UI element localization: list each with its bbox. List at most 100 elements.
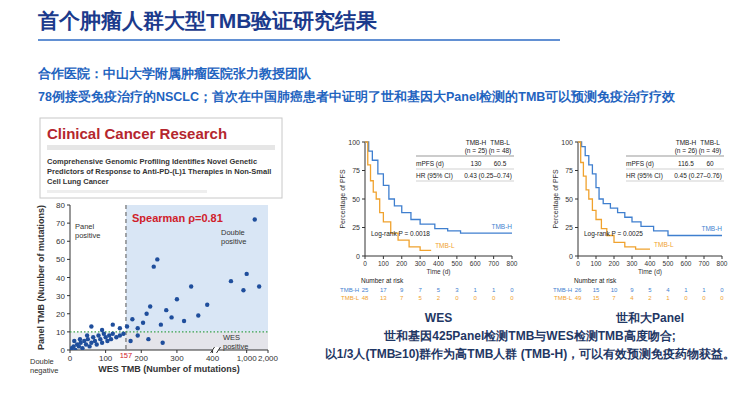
region-wes-positive <box>126 332 268 350</box>
y-tick <box>67 331 70 332</box>
y-label: Panel TMB (Number of mutations) <box>36 205 46 350</box>
stats-rule <box>416 181 514 182</box>
risk-value: 0 <box>684 295 688 301</box>
risk-value: 1 <box>666 295 670 301</box>
km-curve <box>578 142 650 249</box>
y-tick <box>67 259 70 260</box>
region-label-line: Double <box>30 357 54 366</box>
x-tick-label: 2,000 <box>258 354 279 363</box>
risk-value: 1 <box>492 287 496 293</box>
km-curve <box>365 142 512 233</box>
stats-row-label: HR (95% CI) <box>416 172 453 180</box>
risk-value: 0 <box>702 295 706 301</box>
point <box>121 331 125 335</box>
x-tick-label: 1,000 <box>237 354 258 363</box>
points <box>70 217 261 350</box>
series-label: TMB-H <box>491 223 512 230</box>
y-tick <box>362 227 365 228</box>
x-tick-label: 700 <box>699 260 710 267</box>
x-tick-label: 800 <box>717 260 728 267</box>
risk-value: 0 <box>455 295 459 301</box>
x-tick <box>141 350 142 353</box>
risk-value: 10 <box>611 287 618 293</box>
point <box>155 257 159 261</box>
x-tick-label: 200 <box>609 260 620 267</box>
region-label: Panelpositive <box>75 222 100 240</box>
slide: 首个肿瘤人群大型TMB验证研究结果合作医院：中山大学附属肿瘤医院张力教授团队78… <box>0 0 752 395</box>
point <box>164 308 168 312</box>
x-tick-label: 0 <box>576 260 580 267</box>
stats-rule <box>626 156 724 157</box>
point <box>229 279 233 283</box>
risk-value: 7 <box>400 295 404 301</box>
annotation: Log-rank P = 0.0018 <box>371 230 430 238</box>
risk-value: 4 <box>630 295 634 301</box>
conclusion: 以1/3人(TMB≥10)群作为高TMB人群 (TMB-H)，可以有效预测免疫药… <box>325 347 736 361</box>
x-tick <box>70 350 71 353</box>
region-label-line: negative <box>30 366 58 375</box>
point <box>136 333 140 337</box>
y-tick-label: 50 <box>56 255 65 264</box>
risk-value: 9 <box>630 287 634 293</box>
point <box>80 346 84 350</box>
annotation: Spearman ρ=0.81 <box>132 212 223 224</box>
x-tick-label: 500 <box>663 260 674 267</box>
x-tick-label: 700 <box>488 260 499 267</box>
region-label-line: Panel <box>75 222 95 231</box>
y-tick <box>575 227 578 228</box>
x-tick-label: 600 <box>681 260 692 267</box>
y-tick-label: 20 <box>56 310 65 319</box>
x-tick-label: 300 <box>170 354 184 363</box>
x-tick-label: 500 <box>451 260 462 267</box>
x-tick <box>420 256 421 259</box>
risk-value: 48 <box>362 295 369 301</box>
y-tick <box>575 170 578 171</box>
x-tick <box>176 350 177 353</box>
risk-value: 26 <box>575 287 582 293</box>
y-tick-label: 30 <box>56 292 65 301</box>
point <box>189 284 193 288</box>
stats-rule <box>626 181 724 182</box>
x-tick <box>722 256 723 259</box>
point <box>128 339 132 343</box>
x-tick-label: 400 <box>433 260 444 267</box>
stats-row-label: mPFS (d) <box>416 160 444 168</box>
x-tick-label: 100 <box>99 354 113 363</box>
point <box>86 337 90 341</box>
article-title-line: Comprehensive Genomic Profiling Identifi… <box>47 157 257 166</box>
stats-rule <box>416 169 514 170</box>
x-tick-label: 200 <box>396 260 407 267</box>
x-tick <box>686 256 687 259</box>
stats-header: TMB-H <box>676 139 697 146</box>
y-tick <box>67 223 70 224</box>
journal: Clinical Cancer Research <box>47 125 227 142</box>
risk-value: 1 <box>702 287 706 293</box>
stats-header: TMB-L <box>490 139 510 146</box>
point <box>100 341 104 345</box>
y-tick <box>67 295 70 296</box>
y-tick-label: 40 <box>56 274 65 283</box>
stats-n: (n = 26) <box>675 147 698 155</box>
y-tick <box>575 142 578 143</box>
point <box>118 326 122 330</box>
x-tick <box>365 256 366 259</box>
risk-value: 0 <box>720 295 724 301</box>
point <box>148 304 152 308</box>
chart-title: WES <box>425 311 452 325</box>
risk-value: 2 <box>437 295 441 301</box>
risk-row-name: TMB-L <box>341 295 360 301</box>
risk-value: 15 <box>593 287 600 293</box>
y-label: Percentage of PFS <box>552 169 560 228</box>
point <box>72 339 76 343</box>
y-tick-label: 60 <box>56 237 65 246</box>
point <box>175 297 179 301</box>
x-label: Time (d) <box>427 268 451 276</box>
y-tick-label: 75 <box>352 167 360 174</box>
point <box>85 333 89 337</box>
risk-value: 1 <box>474 287 478 293</box>
stats-n: (n = 25) <box>465 147 488 155</box>
region-label-line: positive <box>75 231 100 240</box>
x-tick <box>650 256 651 259</box>
point <box>182 319 186 323</box>
stats-value: 60.5 <box>494 160 507 167</box>
